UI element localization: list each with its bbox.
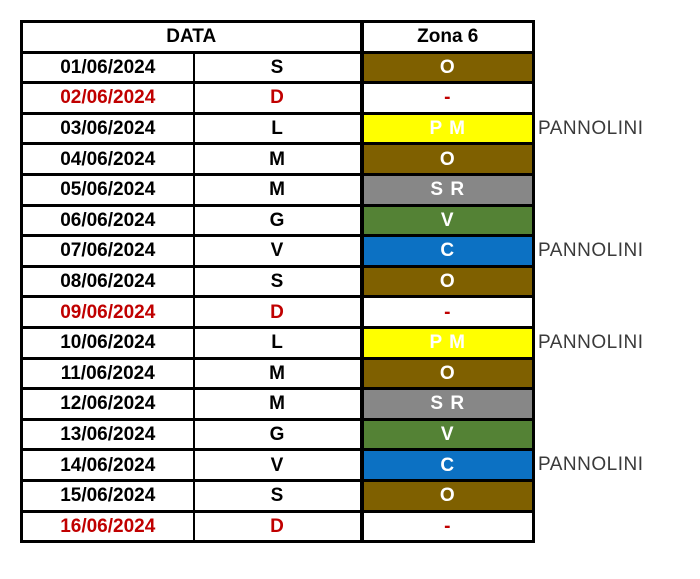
calendar-row: 10/06/2024 L P M [20, 325, 535, 360]
pannolini-note: PANNOLINI [538, 454, 644, 476]
collection-code-cell: O [360, 142, 535, 176]
zone-column-header: Zona 6 [359, 20, 535, 54]
collection-code-cell: O [360, 478, 535, 513]
pannolini-note: PANNOLINI [538, 239, 644, 261]
day-letter-cell: M [192, 387, 364, 421]
calendar-row: 12/06/2024 M S R [20, 387, 535, 421]
calendar-row: 15/06/2024 S O [20, 478, 535, 513]
day-letter-cell: M [192, 356, 364, 391]
collection-code-cell: O [360, 50, 535, 85]
date-cell: 04/06/2024 [20, 142, 195, 176]
calendar-row: 03/06/2024 L P M [20, 111, 535, 146]
pannolini-note: PANNOLINI [538, 117, 644, 139]
date-cell: 16/06/2024 [20, 509, 195, 544]
day-letter-cell: D [192, 509, 364, 544]
calendar-row: 11/06/2024 M O [20, 356, 535, 391]
date-cell: 07/06/2024 [20, 234, 195, 268]
pannolini-note: PANNOLINI [538, 331, 644, 353]
collection-code-cell: P M [360, 111, 535, 146]
collection-code-cell: O [360, 264, 535, 299]
date-cell: 09/06/2024 [20, 295, 195, 329]
day-letter-cell: M [192, 142, 364, 176]
date-cell: 05/06/2024 [20, 172, 195, 207]
date-cell: 15/06/2024 [20, 478, 195, 513]
day-letter-cell: S [192, 50, 364, 85]
header-row: DATA Zona 6 [20, 20, 535, 54]
calendar-row: 04/06/2024 M O [20, 142, 535, 176]
collection-code-cell: C [360, 234, 535, 268]
collection-code-cell: S R [360, 387, 535, 421]
date-cell: 10/06/2024 [20, 325, 195, 360]
date-cell: 11/06/2024 [20, 356, 195, 391]
day-letter-cell: S [192, 264, 364, 299]
date-cell: 06/06/2024 [20, 203, 195, 238]
day-letter-cell: G [192, 417, 364, 452]
date-cell: 13/06/2024 [20, 417, 195, 452]
calendar-row: 09/06/2024 D - [20, 295, 535, 329]
calendar-row: 13/06/2024 G V [20, 417, 535, 452]
calendar-row: 16/06/2024 D - [20, 509, 535, 544]
calendar-row: 06/06/2024 G V [20, 203, 535, 238]
day-letter-cell: L [192, 325, 364, 360]
calendar-row: 07/06/2024 V C [20, 234, 535, 268]
date-cell: 03/06/2024 [20, 111, 195, 146]
collection-code-cell: O [360, 356, 535, 391]
data-column-header: DATA [20, 20, 363, 54]
date-cell: 02/06/2024 [20, 81, 195, 115]
collection-code-cell: C [360, 448, 535, 482]
collection-code-cell: P M [360, 325, 535, 360]
day-letter-cell: G [192, 203, 364, 238]
day-letter-cell: M [192, 172, 364, 207]
date-cell: 12/06/2024 [20, 387, 195, 421]
calendar-row: 08/06/2024 S O [20, 264, 535, 299]
day-letter-cell: L [192, 111, 364, 146]
date-cell: 08/06/2024 [20, 264, 195, 299]
calendar-row: 05/06/2024 M S R [20, 172, 535, 207]
collection-code-cell: - [360, 81, 535, 115]
calendar-table: DATA Zona 6 01/06/2024 S O 02/06/2024 D -03/0… [20, 20, 535, 544]
collection-code-cell: S R [360, 172, 535, 207]
calendar-row: 02/06/2024 D - [20, 81, 535, 115]
date-cell: 14/06/2024 [20, 448, 195, 482]
calendar-row: 01/06/2024 S O [20, 50, 535, 85]
day-letter-cell: S [192, 478, 364, 513]
day-letter-cell: D [192, 81, 364, 115]
collection-code-cell: V [360, 203, 535, 238]
collection-code-cell: - [360, 295, 535, 329]
calendar-row: 14/06/2024 V C [20, 448, 535, 482]
collection-code-cell: V [360, 417, 535, 452]
day-letter-cell: D [192, 295, 364, 329]
collection-code-cell: - [360, 509, 535, 544]
day-letter-cell: V [192, 448, 364, 482]
date-cell: 01/06/2024 [20, 50, 195, 85]
day-letter-cell: V [192, 234, 364, 268]
